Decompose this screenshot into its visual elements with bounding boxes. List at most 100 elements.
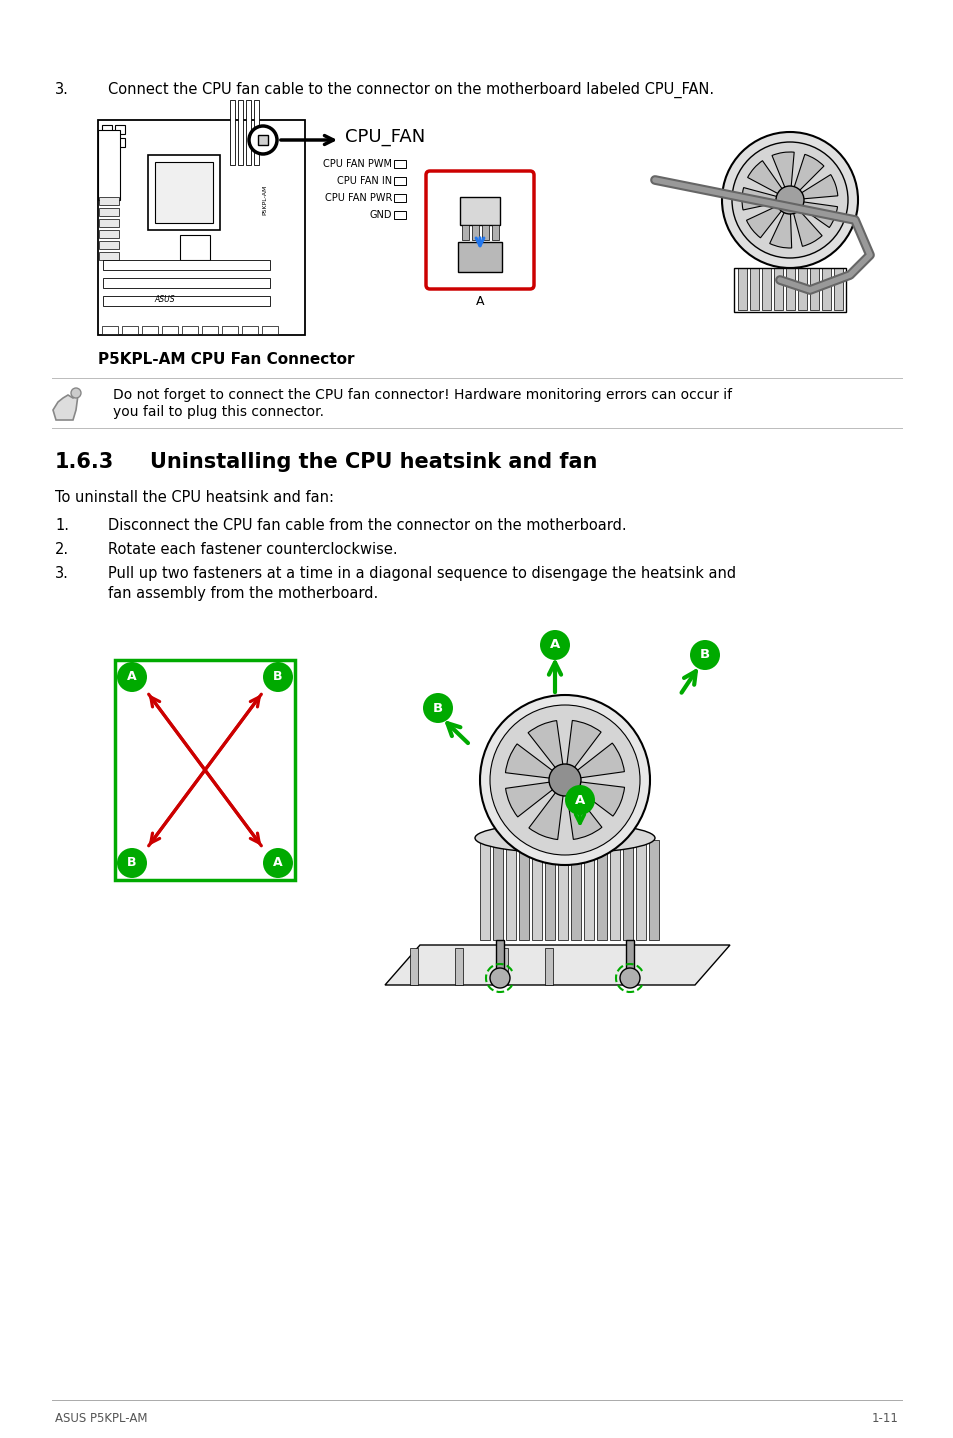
Bar bbox=[821, 267, 830, 311]
Bar bbox=[785, 267, 794, 311]
Ellipse shape bbox=[475, 823, 655, 853]
Bar bbox=[102, 326, 118, 334]
Bar bbox=[230, 101, 234, 165]
Text: fan assembly from the motherboard.: fan assembly from the motherboard. bbox=[108, 587, 377, 601]
Circle shape bbox=[263, 661, 293, 692]
Text: 1.6.3: 1.6.3 bbox=[55, 452, 114, 472]
Circle shape bbox=[422, 693, 453, 723]
Circle shape bbox=[117, 661, 147, 692]
Bar bbox=[253, 101, 258, 165]
Text: A: A bbox=[476, 295, 484, 308]
Bar bbox=[142, 326, 158, 334]
Circle shape bbox=[539, 630, 569, 660]
Bar bbox=[102, 138, 112, 147]
Bar bbox=[102, 125, 112, 134]
Text: CPU FAN IN: CPU FAN IN bbox=[336, 175, 392, 186]
Circle shape bbox=[117, 848, 147, 879]
Bar bbox=[394, 194, 406, 201]
Bar bbox=[394, 160, 406, 168]
Bar bbox=[202, 326, 218, 334]
Text: Disconnect the CPU fan cable from the connector on the motherboard.: Disconnect the CPU fan cable from the co… bbox=[108, 518, 626, 533]
Polygon shape bbox=[455, 948, 462, 985]
Text: Uninstalling the CPU heatsink and fan: Uninstalling the CPU heatsink and fan bbox=[150, 452, 597, 472]
Wedge shape bbox=[564, 743, 624, 779]
Text: Do not forget to connect the CPU fan connector! Hardware monitoring errors can o: Do not forget to connect the CPU fan con… bbox=[112, 388, 731, 403]
Text: Pull up two fasteners at a time in a diagonal sequence to disengage the heatsink: Pull up two fasteners at a time in a dia… bbox=[108, 567, 736, 581]
Text: B: B bbox=[433, 702, 442, 715]
Wedge shape bbox=[747, 161, 789, 200]
Bar bbox=[749, 267, 759, 311]
Bar bbox=[115, 660, 294, 880]
Polygon shape bbox=[622, 840, 633, 940]
Text: CPU FAN PWR: CPU FAN PWR bbox=[324, 193, 392, 203]
Text: To uninstall the CPU heatsink and fan:: To uninstall the CPU heatsink and fan: bbox=[55, 490, 334, 505]
Wedge shape bbox=[505, 779, 564, 817]
Polygon shape bbox=[385, 945, 729, 985]
Wedge shape bbox=[745, 200, 789, 237]
Bar bbox=[733, 267, 845, 312]
Text: Rotate each fastener counterclockwise.: Rotate each fastener counterclockwise. bbox=[108, 542, 397, 557]
Polygon shape bbox=[505, 840, 516, 940]
Bar bbox=[472, 224, 478, 240]
Polygon shape bbox=[518, 840, 529, 940]
Bar bbox=[833, 267, 842, 311]
Bar bbox=[496, 940, 503, 971]
Wedge shape bbox=[789, 174, 837, 200]
Polygon shape bbox=[544, 840, 555, 940]
Bar bbox=[459, 197, 499, 224]
Circle shape bbox=[263, 848, 293, 879]
Circle shape bbox=[619, 968, 639, 988]
Bar bbox=[98, 119, 305, 335]
Polygon shape bbox=[479, 840, 490, 940]
Polygon shape bbox=[583, 840, 594, 940]
Bar bbox=[457, 242, 501, 272]
Polygon shape bbox=[532, 840, 541, 940]
Bar bbox=[99, 230, 119, 239]
Text: P5KPL-AM: P5KPL-AM bbox=[262, 186, 267, 216]
Bar bbox=[103, 260, 270, 270]
Bar bbox=[809, 267, 818, 311]
Polygon shape bbox=[571, 840, 580, 940]
Text: B: B bbox=[127, 857, 136, 870]
Bar bbox=[394, 177, 406, 186]
Text: CPU_FAN: CPU_FAN bbox=[345, 128, 425, 147]
Bar bbox=[103, 278, 270, 288]
Bar bbox=[182, 326, 198, 334]
Bar bbox=[262, 326, 277, 334]
Text: 3.: 3. bbox=[55, 82, 69, 96]
Text: GND: GND bbox=[369, 210, 392, 220]
Polygon shape bbox=[53, 395, 78, 420]
Bar bbox=[154, 162, 213, 223]
Polygon shape bbox=[648, 840, 659, 940]
Bar bbox=[99, 252, 119, 260]
Wedge shape bbox=[528, 779, 564, 840]
Bar bbox=[99, 242, 119, 249]
Bar bbox=[257, 135, 268, 145]
Bar bbox=[461, 224, 469, 240]
Text: B: B bbox=[700, 649, 709, 661]
Circle shape bbox=[490, 705, 639, 856]
Circle shape bbox=[490, 968, 510, 988]
Bar bbox=[773, 267, 782, 311]
Text: A: A bbox=[127, 670, 136, 683]
Text: A: A bbox=[575, 794, 584, 807]
Text: 3.: 3. bbox=[55, 567, 69, 581]
Bar bbox=[761, 267, 770, 311]
Bar bbox=[738, 267, 746, 311]
Bar bbox=[162, 326, 178, 334]
Bar bbox=[625, 940, 634, 971]
Text: B: B bbox=[273, 670, 282, 683]
Text: CPU FAN PWM: CPU FAN PWM bbox=[323, 160, 392, 170]
Bar bbox=[99, 197, 119, 206]
Text: 1-11: 1-11 bbox=[871, 1412, 898, 1425]
Wedge shape bbox=[564, 720, 600, 779]
Circle shape bbox=[721, 132, 857, 267]
Wedge shape bbox=[789, 200, 837, 227]
FancyBboxPatch shape bbox=[426, 171, 534, 289]
Polygon shape bbox=[609, 840, 619, 940]
Polygon shape bbox=[410, 948, 417, 985]
Bar bbox=[115, 138, 125, 147]
Text: ASUS P5KPL-AM: ASUS P5KPL-AM bbox=[55, 1412, 148, 1425]
Wedge shape bbox=[741, 187, 789, 210]
Bar bbox=[122, 326, 138, 334]
